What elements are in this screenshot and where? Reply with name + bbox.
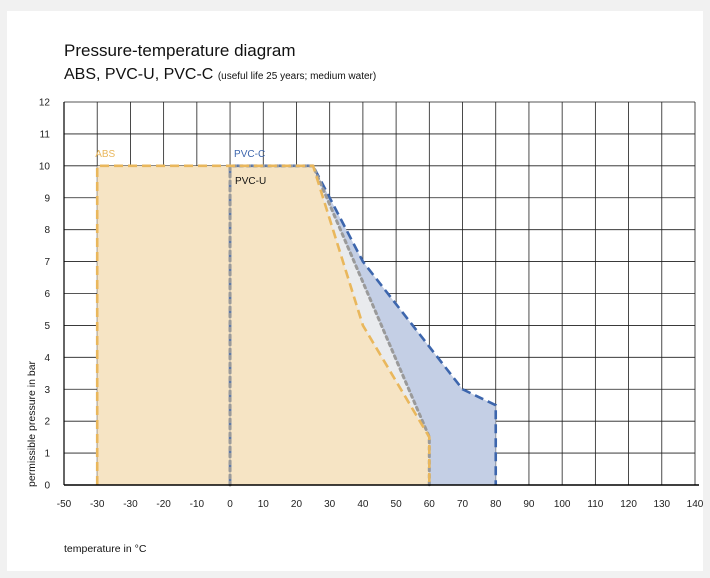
chart-axes xyxy=(63,102,699,486)
x-tick-label: 0 xyxy=(227,499,233,510)
x-tick-label: -10 xyxy=(190,499,205,510)
y-tick-label: 11 xyxy=(40,129,51,140)
y-tick-label: 12 xyxy=(39,98,51,109)
x-tick-label: 130 xyxy=(653,499,670,510)
x-tick-label: 10 xyxy=(258,499,270,510)
x-tick-label: -50 xyxy=(57,499,72,510)
chart-subtitle-note: (useful life 25 years; medium water) xyxy=(217,71,377,82)
y-tick-label: 4 xyxy=(44,353,50,364)
x-tick-label: 120 xyxy=(620,499,637,510)
series-label-pvc-u: PVC-U xyxy=(235,176,266,187)
x-axis-label: temperature in °C xyxy=(64,543,147,555)
y-tick-label: 2 xyxy=(44,417,50,428)
y-tick-label: 8 xyxy=(44,225,50,236)
chart-subtitle-main: ABS, PVC-U, PVC-C xyxy=(64,66,214,83)
y-tick-label: 5 xyxy=(44,321,50,332)
area-abs xyxy=(97,165,430,486)
x-tick-label: 30 xyxy=(324,499,336,510)
y-axis-label: permissible pressure in bar xyxy=(26,360,38,487)
y-tick-label: 9 xyxy=(44,193,50,204)
x-tick-label: 90 xyxy=(523,499,535,510)
y-tick-label: 3 xyxy=(44,385,50,396)
x-tick-label: 50 xyxy=(391,499,403,510)
x-tick-label: -30 xyxy=(123,499,138,510)
y-tick-label: 7 xyxy=(44,257,50,268)
x-tick-label: -30 xyxy=(90,499,105,510)
x-tick-label: 40 xyxy=(357,499,369,510)
y-tick-label: 6 xyxy=(44,289,50,300)
series-label-pvc-c: PVC-C xyxy=(234,149,265,160)
x-tick-label: 70 xyxy=(457,499,469,510)
y-tick-label: 10 xyxy=(39,161,51,172)
line-pvc-c xyxy=(228,164,498,485)
x-tick-label: -20 xyxy=(156,499,171,510)
chart-title: Pressure-temperature diagram xyxy=(64,41,296,60)
chart-series-labels: ABS PVC-C PVC-U xyxy=(95,149,266,187)
chart-subtitle: ABS, PVC-U, PVC-C (useful life 25 years;… xyxy=(64,65,376,87)
x-tick-label: 20 xyxy=(291,499,303,510)
chart-lines xyxy=(95,164,498,487)
x-tick-label: 110 xyxy=(587,499,603,510)
y-tick-label: 0 xyxy=(44,481,50,492)
x-tick-label: 100 xyxy=(554,499,571,510)
x-tick-label: 140 xyxy=(687,499,704,510)
x-tick-label: 80 xyxy=(490,499,502,510)
y-tick-label: 1 xyxy=(44,449,50,460)
line-abs xyxy=(95,164,431,485)
x-tick-label: 60 xyxy=(424,499,436,510)
series-label-abs: ABS xyxy=(95,149,115,160)
